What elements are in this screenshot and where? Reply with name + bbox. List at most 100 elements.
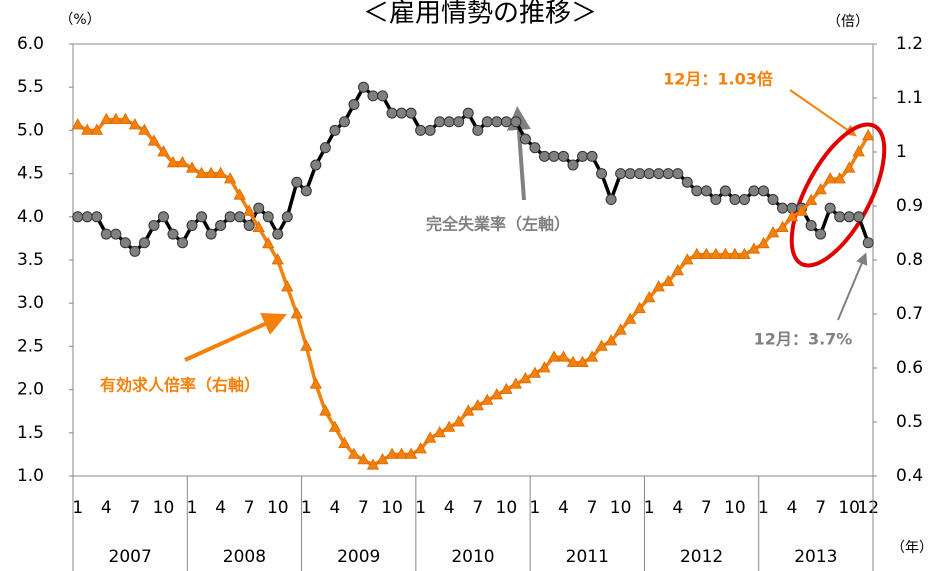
marker — [481, 393, 494, 405]
marker — [862, 237, 874, 249]
marker — [662, 168, 674, 180]
marker — [710, 194, 722, 206]
plot-frame — [72, 43, 874, 477]
marker — [262, 211, 274, 223]
year-label: 2009 — [337, 547, 380, 567]
marker — [585, 350, 599, 362]
x-tick-label: 4 — [215, 498, 226, 518]
marker — [109, 112, 123, 124]
marker — [623, 312, 637, 324]
year-label: 2008 — [223, 547, 266, 567]
marker — [548, 150, 560, 162]
marker — [81, 211, 93, 223]
y-tick-label: 4.0 — [17, 207, 44, 227]
marker — [662, 274, 675, 286]
x-tick-label: 4 — [329, 498, 340, 518]
marker — [681, 253, 694, 265]
marker — [777, 202, 789, 214]
marker — [443, 420, 456, 432]
marker — [110, 228, 122, 240]
marker — [367, 90, 379, 102]
marker — [615, 168, 627, 180]
marker — [272, 228, 284, 240]
arrow — [789, 89, 857, 137]
y2-tick-label: 1 — [896, 142, 907, 162]
marker — [329, 124, 341, 136]
marker — [452, 415, 465, 427]
marker — [423, 431, 437, 443]
marker — [852, 145, 865, 157]
marker — [338, 116, 350, 128]
marker — [338, 436, 351, 448]
marker — [776, 220, 789, 232]
x-tick-label: 7 — [472, 498, 483, 518]
y2-tick-label: 1.1 — [896, 88, 923, 108]
marker — [224, 211, 236, 223]
annotation: 12月：1.03倍 — [663, 70, 773, 89]
marker — [233, 188, 246, 200]
x-tick-label: 10 — [381, 498, 403, 518]
marker — [738, 194, 750, 206]
marker — [672, 168, 684, 180]
x-tick-label: 7 — [358, 498, 369, 518]
marker — [815, 228, 827, 240]
marker — [681, 176, 693, 188]
year-label: 2012 — [680, 547, 723, 567]
marker — [472, 124, 484, 136]
y-tick-label: 2.0 — [17, 380, 44, 400]
marker — [243, 204, 256, 216]
y2-tick-label: 0.8 — [896, 250, 923, 270]
y-tick-label: 3.0 — [17, 293, 44, 313]
x-tick-label: 10 — [838, 498, 860, 518]
marker — [804, 193, 818, 205]
marker — [177, 237, 189, 249]
marker — [566, 355, 580, 367]
marker — [167, 228, 179, 240]
chart-title: ＜雇用情勢の推移＞ — [363, 0, 597, 29]
marker — [719, 185, 731, 197]
highlight-ellipse — [789, 122, 887, 268]
marker — [157, 211, 169, 223]
y2-tick-label: 0.7 — [896, 304, 923, 324]
marker — [91, 211, 103, 223]
y-tick-label: 5.5 — [17, 77, 44, 97]
marker — [176, 155, 189, 168]
y-tick-label: 6.0 — [17, 34, 44, 54]
marker — [223, 172, 237, 184]
y2-tick-label: 0.5 — [896, 412, 923, 432]
year-label: 2010 — [451, 547, 494, 567]
y-tick-label: 5.0 — [17, 120, 44, 140]
marker — [595, 339, 608, 351]
marker — [119, 237, 131, 249]
marker — [767, 194, 779, 206]
y2-tick-label: 0.6 — [896, 358, 923, 378]
marker — [557, 350, 570, 362]
x-tick-label: 10 — [724, 498, 746, 518]
marker — [814, 182, 827, 195]
marker — [643, 168, 655, 180]
marker — [357, 452, 370, 465]
marker — [377, 90, 389, 102]
marker — [510, 116, 522, 128]
x-tick-label: 10 — [153, 498, 175, 518]
marker — [843, 161, 856, 173]
y-tick-label: 3.5 — [17, 250, 44, 270]
x-tick-label: 7 — [701, 498, 712, 518]
marker — [357, 81, 369, 93]
x-tick-label: 4 — [444, 498, 455, 518]
x-tick-label: 4 — [558, 498, 569, 518]
marker — [347, 447, 361, 459]
marker — [843, 211, 855, 223]
x-tick-label: 1 — [644, 498, 655, 518]
marker — [300, 339, 313, 351]
marker — [576, 355, 589, 367]
marker — [396, 107, 408, 119]
marker — [81, 123, 94, 135]
year-label: 2007 — [109, 547, 152, 567]
marker — [348, 98, 360, 110]
marker — [471, 398, 484, 411]
annotation: 完全失業率（左軸） — [426, 215, 570, 234]
marker — [490, 388, 503, 400]
marker — [434, 116, 446, 128]
